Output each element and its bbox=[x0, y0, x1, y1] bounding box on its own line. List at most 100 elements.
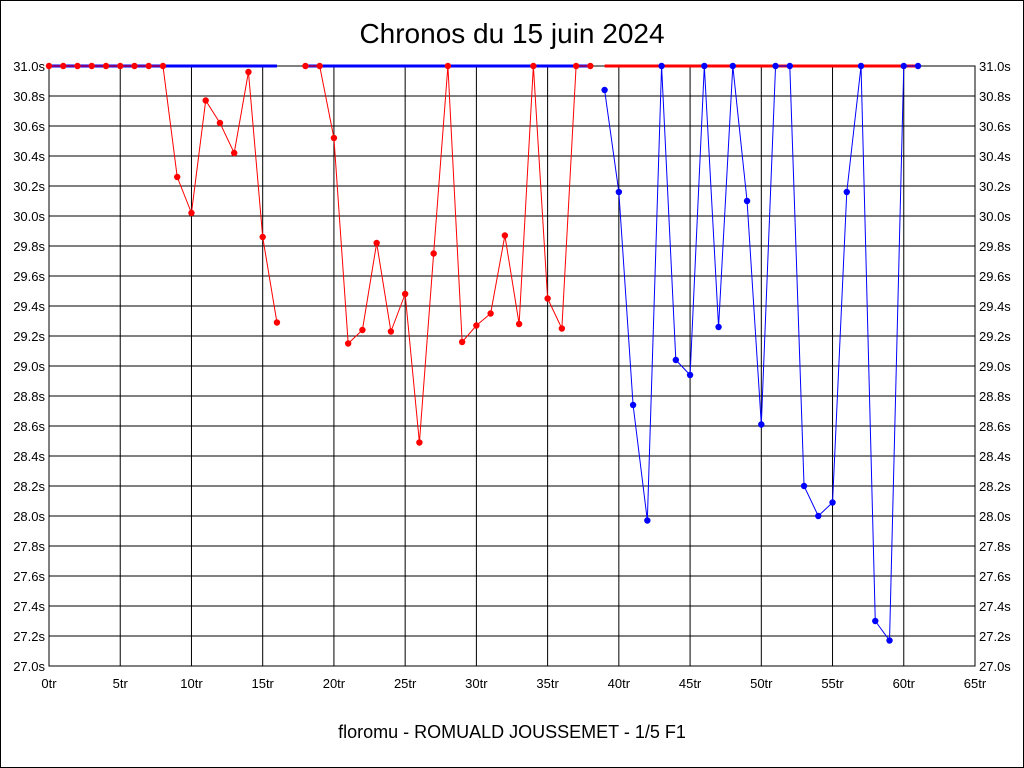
data-point bbox=[45, 62, 53, 70]
x-tick-label: 15tr bbox=[251, 676, 274, 691]
y-tick-label-left: 28.8s bbox=[13, 389, 45, 404]
data-point bbox=[729, 62, 737, 70]
y-tick-label-left: 29.4s bbox=[13, 299, 45, 314]
data-point bbox=[245, 68, 252, 76]
data-point bbox=[857, 62, 865, 70]
y-tick-label-left: 28.2s bbox=[13, 479, 45, 494]
data-point bbox=[843, 188, 850, 196]
data-point bbox=[430, 250, 437, 257]
data-point bbox=[672, 356, 680, 364]
y-tick-label-right: 28.6s bbox=[979, 419, 1011, 434]
y-tick-label-left: 27.2s bbox=[13, 629, 45, 644]
x-tick-label: 0tr bbox=[41, 676, 57, 691]
data-point bbox=[88, 62, 95, 70]
data-point bbox=[872, 617, 879, 625]
data-point bbox=[886, 637, 893, 644]
data-point bbox=[387, 328, 395, 335]
y-tick-label-left: 30.4s bbox=[13, 149, 45, 164]
y-tick-label-right: 27.0s bbox=[979, 659, 1011, 674]
data-point bbox=[815, 512, 822, 520]
data-point bbox=[117, 62, 124, 70]
data-point bbox=[900, 62, 907, 70]
chart-footer: floromu - ROMUALD JOUSSEMET - 1/5 F1 bbox=[338, 722, 686, 742]
y-tick-label-right: 31.0s bbox=[979, 59, 1011, 74]
y-tick-label-left: 29.2s bbox=[13, 329, 45, 344]
y-tick-label-right: 28.8s bbox=[979, 389, 1011, 404]
y-tick-label-left: 30.0s bbox=[13, 209, 45, 224]
data-point bbox=[458, 338, 466, 346]
data-point bbox=[60, 62, 67, 70]
data-point bbox=[800, 482, 808, 490]
data-point bbox=[302, 62, 309, 70]
data-point bbox=[772, 62, 779, 70]
y-tick-label-right: 30.6s bbox=[979, 119, 1011, 134]
y-tick-label-right: 29.8s bbox=[979, 239, 1011, 254]
data-point bbox=[330, 134, 338, 142]
data-point bbox=[530, 62, 537, 70]
y-tick-label-left: 30.2s bbox=[13, 179, 45, 194]
y-tick-label-right: 27.4s bbox=[979, 599, 1011, 614]
data-point bbox=[487, 310, 494, 317]
x-tick-label: 40tr bbox=[608, 676, 631, 691]
data-point bbox=[658, 62, 665, 70]
x-tick-label: 45tr bbox=[679, 676, 702, 691]
y-tick-label-right: 29.0s bbox=[979, 359, 1011, 374]
y-tick-label-right: 30.4s bbox=[979, 149, 1011, 164]
y-tick-label-left: 27.0s bbox=[13, 659, 45, 674]
data-point bbox=[131, 62, 138, 70]
data-point bbox=[231, 149, 238, 157]
data-point bbox=[259, 233, 266, 241]
data-point bbox=[159, 62, 167, 70]
y-tick-label-right: 30.8s bbox=[979, 89, 1011, 104]
data-point bbox=[316, 62, 323, 70]
y-tick-label-left: 27.6s bbox=[13, 569, 45, 584]
y-tick-label-left: 28.0s bbox=[13, 509, 45, 524]
data-point bbox=[587, 62, 594, 70]
data-point bbox=[786, 62, 793, 70]
x-tick-label: 60tr bbox=[893, 676, 916, 691]
y-tick-label-left: 29.6s bbox=[13, 269, 45, 284]
data-point bbox=[74, 62, 81, 70]
data-point bbox=[629, 401, 637, 409]
data-point bbox=[473, 322, 480, 329]
data-point bbox=[701, 62, 708, 70]
x-tick-label: 65tr bbox=[964, 676, 987, 691]
x-tick-label: 25tr bbox=[394, 676, 417, 691]
data-point bbox=[601, 86, 608, 94]
data-point bbox=[344, 340, 352, 347]
data-point bbox=[758, 421, 765, 428]
data-point bbox=[174, 173, 181, 181]
y-tick-label-right: 29.4s bbox=[979, 299, 1011, 314]
y-tick-label-right: 30.2s bbox=[979, 179, 1011, 194]
y-tick-label-right: 28.4s bbox=[979, 449, 1011, 464]
x-tick-label: 10tr bbox=[180, 676, 203, 691]
data-point bbox=[558, 325, 566, 332]
y-tick-label-left: 28.4s bbox=[13, 449, 45, 464]
x-tick-label: 5tr bbox=[113, 676, 129, 691]
data-point bbox=[715, 323, 722, 331]
y-tick-label-right: 27.2s bbox=[979, 629, 1011, 644]
data-point bbox=[202, 97, 209, 104]
series-line bbox=[49, 65, 278, 323]
x-tick-label: 35tr bbox=[536, 676, 559, 691]
y-tick-label-left: 30.8s bbox=[13, 89, 45, 104]
data-point bbox=[615, 188, 623, 196]
y-tick-label-right: 28.0s bbox=[979, 509, 1011, 524]
data-point bbox=[145, 62, 152, 70]
x-tick-label: 30tr bbox=[465, 676, 488, 691]
data-point bbox=[216, 119, 224, 127]
data-point bbox=[273, 319, 281, 326]
data-point bbox=[501, 232, 509, 239]
y-tick-label-left: 27.4s bbox=[13, 599, 45, 614]
y-tick-label-right: 29.2s bbox=[979, 329, 1011, 344]
y-tick-label-left: 28.6s bbox=[13, 419, 45, 434]
data-point bbox=[829, 499, 836, 506]
data-point bbox=[102, 62, 110, 70]
y-tick-label-left: 27.8s bbox=[13, 539, 45, 554]
x-tick-label: 55tr bbox=[821, 676, 844, 691]
data-point bbox=[416, 439, 423, 446]
y-tick-label-left: 31.0s bbox=[13, 59, 45, 74]
data-point bbox=[373, 239, 380, 247]
data-point bbox=[401, 290, 409, 298]
